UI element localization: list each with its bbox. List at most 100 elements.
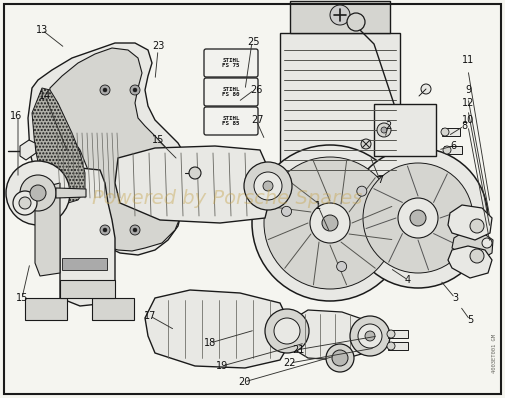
Text: 14: 14 xyxy=(39,91,51,101)
Circle shape xyxy=(310,203,350,243)
Circle shape xyxy=(130,85,140,95)
Text: 26: 26 xyxy=(250,85,262,95)
Polygon shape xyxy=(60,280,115,298)
Circle shape xyxy=(19,197,31,209)
Text: 18: 18 xyxy=(204,338,216,348)
Text: 12: 12 xyxy=(462,98,474,108)
Polygon shape xyxy=(115,146,270,223)
Text: 16: 16 xyxy=(10,111,22,121)
Text: STIHL
FS 75: STIHL FS 75 xyxy=(222,58,240,68)
Circle shape xyxy=(133,88,137,92)
Circle shape xyxy=(30,185,46,201)
Circle shape xyxy=(358,324,382,348)
Text: 21: 21 xyxy=(292,345,304,355)
Bar xyxy=(62,258,107,270)
Bar xyxy=(442,128,460,136)
Polygon shape xyxy=(35,183,60,276)
Polygon shape xyxy=(28,43,192,255)
Text: 5: 5 xyxy=(467,315,473,325)
Bar xyxy=(25,298,67,320)
Text: 8: 8 xyxy=(461,121,467,131)
Polygon shape xyxy=(290,1,390,33)
Circle shape xyxy=(264,157,396,289)
Circle shape xyxy=(130,225,140,235)
Circle shape xyxy=(357,186,367,196)
Text: STIHL
FS 80: STIHL FS 80 xyxy=(222,87,240,98)
Bar xyxy=(374,104,436,156)
Circle shape xyxy=(133,228,137,232)
Polygon shape xyxy=(60,168,115,306)
Circle shape xyxy=(421,84,431,94)
Text: 15: 15 xyxy=(152,135,164,145)
Circle shape xyxy=(398,198,438,238)
Text: 9: 9 xyxy=(465,85,471,95)
Circle shape xyxy=(365,331,375,341)
Circle shape xyxy=(332,350,348,366)
Text: 1: 1 xyxy=(315,201,321,211)
Text: 2: 2 xyxy=(385,121,391,131)
Circle shape xyxy=(350,316,390,356)
Polygon shape xyxy=(20,140,36,160)
Polygon shape xyxy=(290,310,370,360)
Circle shape xyxy=(326,344,354,372)
Circle shape xyxy=(337,261,346,271)
Polygon shape xyxy=(56,188,86,198)
FancyBboxPatch shape xyxy=(204,107,258,135)
Circle shape xyxy=(274,318,300,344)
Circle shape xyxy=(6,161,70,225)
Bar xyxy=(280,33,400,178)
Circle shape xyxy=(103,88,107,92)
Text: 20: 20 xyxy=(238,377,250,387)
Circle shape xyxy=(363,163,473,273)
FancyBboxPatch shape xyxy=(204,78,258,106)
Text: 11: 11 xyxy=(462,55,474,65)
Text: 27: 27 xyxy=(252,115,264,125)
Polygon shape xyxy=(32,88,85,203)
Text: Powered by Porsche Spares: Powered by Porsche Spares xyxy=(92,189,363,209)
Polygon shape xyxy=(48,48,185,251)
Circle shape xyxy=(387,330,395,338)
Text: 4003ET001 GM: 4003ET001 GM xyxy=(492,334,497,373)
Bar xyxy=(388,342,408,350)
Circle shape xyxy=(281,206,291,217)
Circle shape xyxy=(470,219,484,233)
Bar xyxy=(388,330,408,338)
Circle shape xyxy=(20,175,56,211)
Bar xyxy=(92,298,134,320)
Circle shape xyxy=(103,228,107,232)
Text: 10: 10 xyxy=(462,115,474,125)
Circle shape xyxy=(263,181,273,191)
Circle shape xyxy=(100,85,110,95)
Circle shape xyxy=(348,148,488,288)
Text: 4: 4 xyxy=(405,275,411,285)
Text: 7: 7 xyxy=(377,175,383,185)
Text: 22: 22 xyxy=(284,358,296,368)
Circle shape xyxy=(381,127,387,133)
Polygon shape xyxy=(448,205,492,240)
Circle shape xyxy=(100,225,110,235)
Circle shape xyxy=(410,210,426,226)
Text: 15: 15 xyxy=(16,293,28,303)
Circle shape xyxy=(470,249,484,263)
Circle shape xyxy=(13,191,37,215)
Circle shape xyxy=(189,167,201,179)
Circle shape xyxy=(322,215,338,231)
Text: 23: 23 xyxy=(152,41,164,51)
Text: 25: 25 xyxy=(248,37,260,47)
Polygon shape xyxy=(452,231,493,260)
Text: 17: 17 xyxy=(144,311,156,321)
Circle shape xyxy=(254,172,282,200)
Circle shape xyxy=(252,145,408,301)
FancyBboxPatch shape xyxy=(204,49,258,77)
Circle shape xyxy=(377,123,391,137)
Polygon shape xyxy=(448,246,492,278)
Circle shape xyxy=(244,162,292,210)
Bar xyxy=(444,146,462,154)
Text: 6: 6 xyxy=(450,141,456,151)
Circle shape xyxy=(347,13,365,31)
Bar xyxy=(275,176,405,196)
Circle shape xyxy=(443,146,451,154)
Circle shape xyxy=(387,342,395,350)
Circle shape xyxy=(482,238,492,248)
Circle shape xyxy=(265,309,309,353)
